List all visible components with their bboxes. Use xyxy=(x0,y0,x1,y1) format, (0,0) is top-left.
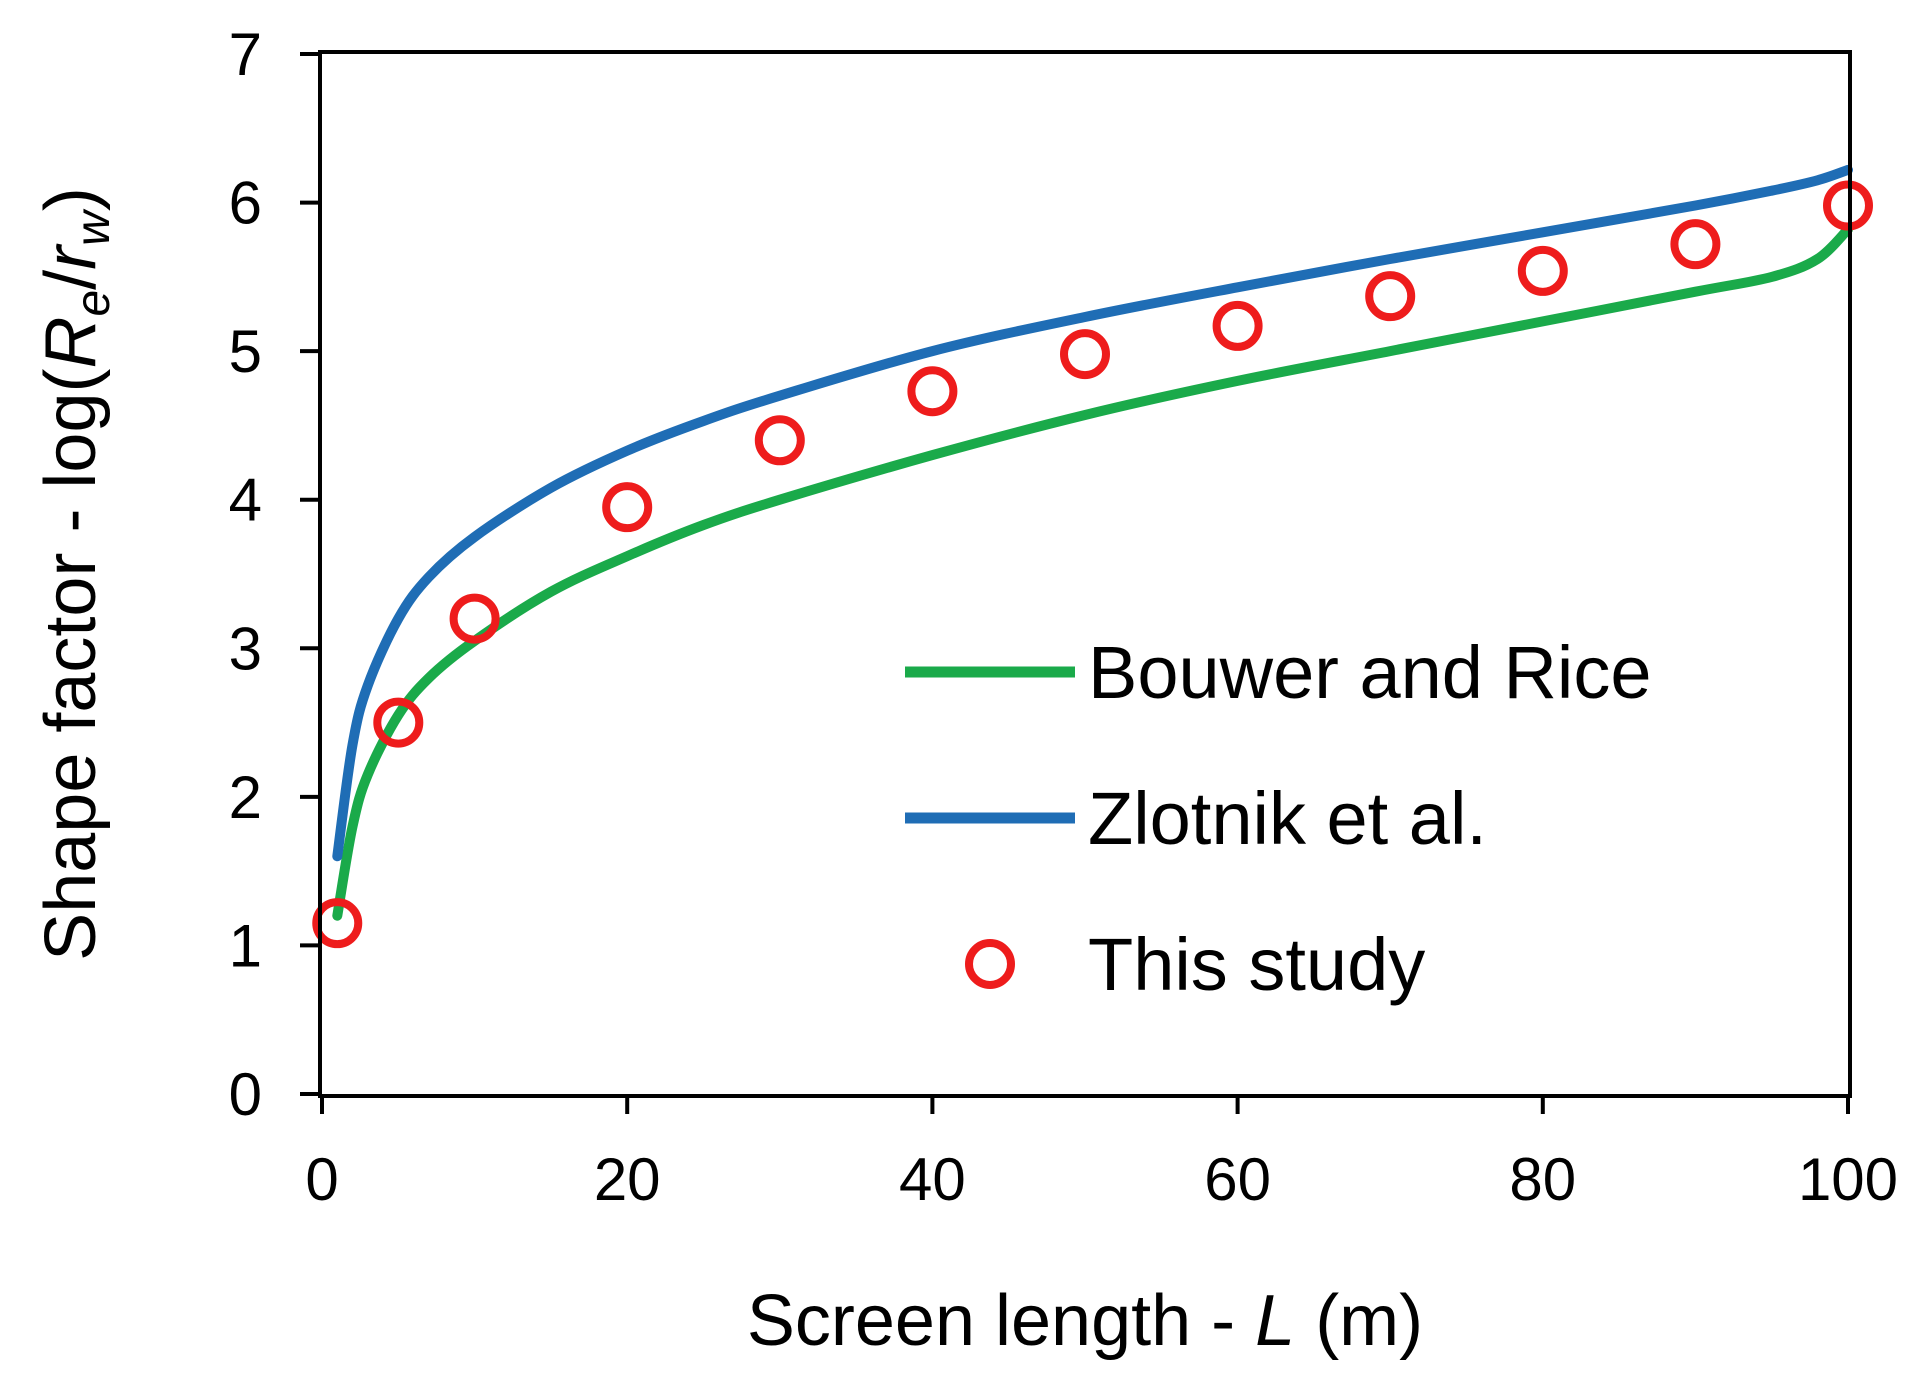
data-point-this-study-80 xyxy=(1517,245,1568,296)
y-tick-label-7: 7 xyxy=(229,21,262,88)
data-point-this-study-20 xyxy=(602,482,653,533)
legend: Bouwer and Rice Zlotnik et al. This stud… xyxy=(905,631,1652,1006)
y-tick-label-6: 6 xyxy=(229,170,262,237)
legend-label-bouwer-and-rice: Bouwer and Rice xyxy=(1088,631,1652,714)
y-tick-label-1: 1 xyxy=(229,912,262,979)
data-point-this-study-5 xyxy=(373,697,424,748)
legend-marker-this-study xyxy=(965,939,1015,989)
y-tick-label-3: 3 xyxy=(229,615,262,682)
y-tick-labels: 0 1 2 3 4 5 6 7 xyxy=(229,21,262,1128)
series-line-zlotnik-et-al xyxy=(332,164,1853,862)
data-point-this-study-50 xyxy=(1060,329,1110,380)
x-tick-label-20: 20 xyxy=(594,1146,661,1213)
legend-label-this-study: This study xyxy=(1088,923,1425,1006)
data-point-this-study-60 xyxy=(1212,300,1263,351)
x-tick-label-0: 0 xyxy=(305,1146,338,1213)
y-tick-label-2: 2 xyxy=(229,764,262,831)
x-axis-title: Screen length - L (m) xyxy=(747,1281,1423,1361)
y-axis-title: Shape factor - log(Re/rw) xyxy=(31,187,120,961)
x-tick-label-100: 100 xyxy=(1798,1146,1898,1213)
legend-label-zlotnik-et-al: Zlotnik et al. xyxy=(1088,777,1487,860)
data-point-this-study-1 xyxy=(312,898,363,949)
data-point-this-study-10 xyxy=(449,593,500,644)
y-tick-label-4: 4 xyxy=(229,467,262,534)
data-point-this-study-30 xyxy=(754,415,805,466)
x-tick-label-60: 60 xyxy=(1204,1146,1271,1213)
x-tick-labels: 0 20 40 60 80 100 xyxy=(305,1146,1898,1213)
data-point-this-study-90 xyxy=(1670,219,1721,270)
x-tick-label-40: 40 xyxy=(899,1146,966,1213)
x-tick-label-80: 80 xyxy=(1509,1146,1576,1213)
ticks xyxy=(300,52,1850,1114)
plot-frame xyxy=(318,50,1852,1098)
data-point-this-study-70 xyxy=(1365,271,1416,322)
data-point-this-study-40 xyxy=(907,366,958,417)
y-tick-label-5: 5 xyxy=(229,318,262,385)
y-tick-label-0: 0 xyxy=(229,1061,262,1128)
